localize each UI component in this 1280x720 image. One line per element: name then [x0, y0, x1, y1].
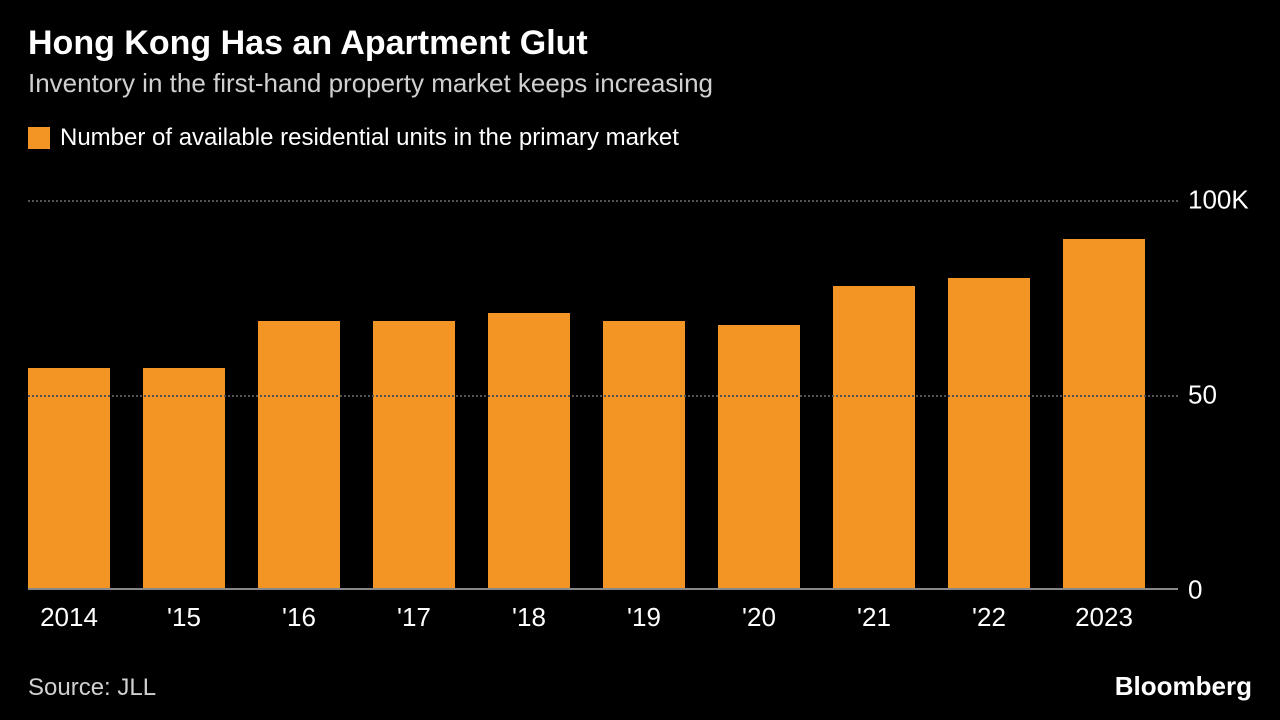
x-tick-label: '15	[167, 602, 201, 633]
bar	[258, 321, 340, 590]
legend-label: Number of available residential units in…	[60, 124, 679, 152]
brand-text: Bloomberg	[1115, 671, 1252, 702]
bar	[833, 286, 915, 590]
x-axis-labels: 2014 '15 '16 '17 '18 '19 '20 '21 '22 2023	[28, 602, 1178, 642]
source-text: Source: JLL	[28, 674, 156, 702]
y-tick-label: 0	[1188, 575, 1202, 606]
bar	[373, 321, 455, 590]
bar	[28, 368, 110, 590]
gridline	[28, 200, 1178, 202]
bar	[948, 278, 1030, 590]
x-tick-label: '19	[627, 602, 661, 633]
legend: Number of available residential units in…	[28, 124, 679, 152]
legend-swatch	[28, 127, 50, 149]
x-tick-label: 2014	[40, 602, 98, 633]
bar	[718, 325, 800, 590]
x-tick-label: '21	[857, 602, 891, 633]
bar	[143, 368, 225, 590]
x-tick-label: '22	[972, 602, 1006, 633]
bar	[488, 313, 570, 590]
x-tick-label: 2023	[1075, 602, 1133, 633]
x-axis-baseline	[28, 588, 1178, 590]
plot-area	[28, 200, 1178, 590]
y-tick-label: 50	[1188, 380, 1217, 411]
y-tick-label: 100K	[1188, 185, 1249, 216]
chart-subtitle: Inventory in the first-hand property mar…	[28, 68, 713, 99]
chart-title: Hong Kong Has an Apartment Glut	[28, 24, 588, 63]
x-tick-label: '17	[397, 602, 431, 633]
x-tick-label: '20	[742, 602, 776, 633]
gridline	[28, 395, 1178, 397]
x-tick-label: '16	[282, 602, 316, 633]
x-tick-label: '18	[512, 602, 546, 633]
bar	[1063, 239, 1145, 590]
bar	[603, 321, 685, 590]
